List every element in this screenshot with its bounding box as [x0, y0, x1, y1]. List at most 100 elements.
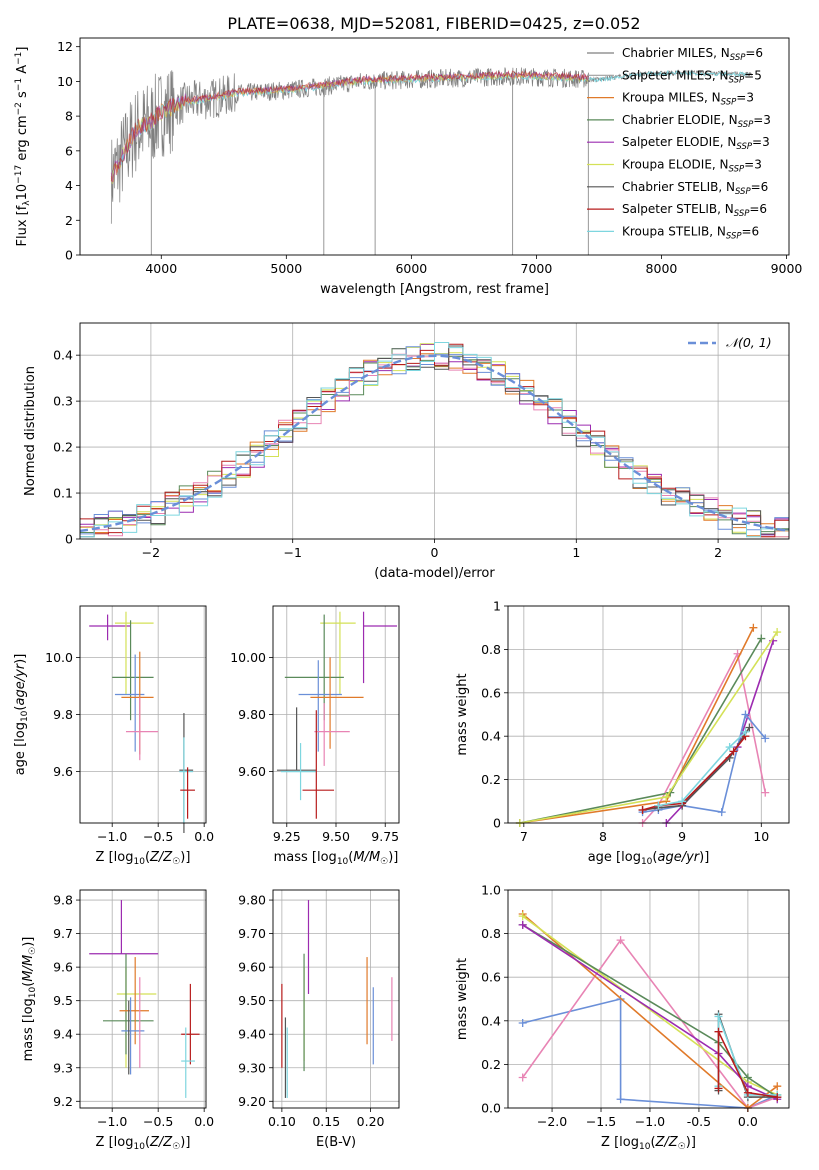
legend-entry: Salpeter ELODIE, NSSP=3: [622, 135, 770, 152]
legend-entry: Kroupa ELODIE, NSSP=3: [622, 158, 762, 175]
series-marker: [616, 936, 625, 945]
y-tick-label: 9.30: [238, 1060, 266, 1075]
y-tick-label: 9.60: [238, 764, 266, 779]
y-tick-label: 9.5: [53, 993, 73, 1008]
x-tick-label: 4000: [145, 261, 177, 276]
series-marker: [518, 912, 527, 921]
y-tick-label: 9.3: [53, 1060, 73, 1075]
series-model: [110, 71, 589, 183]
x-tick-label: −1: [283, 545, 301, 560]
y-tick-label: 0.2: [481, 772, 501, 787]
y-tick-label: 0.6: [481, 685, 501, 700]
normal-curve: [79, 354, 790, 533]
y-tick-label: 9.80: [238, 893, 266, 908]
axes-frame: [507, 605, 790, 824]
series-line: [522, 924, 778, 1101]
x-tick-label: 8000: [646, 261, 678, 276]
errorbar-point: [89, 900, 159, 955]
y-axis-label: Flux [fλ10−17 erg cm−2 s−1 A−1]: [14, 47, 32, 247]
y-tick-label: 9.60: [238, 960, 266, 975]
x-axis-label: (data-model)/error: [374, 566, 495, 581]
line-series: [515, 634, 766, 827]
y-tick-label: 9.40: [238, 1027, 266, 1042]
series-marker: [662, 792, 671, 801]
x-tick-label: 9.75: [371, 829, 399, 844]
y-tick-label: 10.0: [45, 650, 73, 665]
errorbar-point: [119, 957, 149, 1045]
series-marker: [717, 808, 726, 817]
y-tick-label: 10.00: [230, 650, 266, 665]
legend: Chabrier MILES, NSSP=6 Salpeter MILES, NS…: [587, 46, 771, 241]
x-axis-label: wavelength [Angstrom, rest frame]: [320, 282, 549, 297]
axes-frame: [79, 37, 790, 256]
axes-frame: [79, 605, 207, 824]
series-model: [110, 72, 589, 180]
series-model: [588, 69, 750, 83]
legend-entry: 𝒩(0, 1): [726, 335, 772, 350]
line-series: [515, 623, 758, 827]
series-marker: [743, 1073, 752, 1082]
series-marker: [654, 801, 663, 810]
plot-area: [89, 900, 200, 1098]
y-tick-label: 0.1: [53, 486, 73, 501]
errorbar-point: [314, 703, 350, 766]
errorbar-point: [298, 660, 342, 752]
series-line: [717, 1031, 778, 1098]
line-series: [714, 1027, 782, 1102]
series-model: [110, 70, 589, 182]
axes-frame: [79, 322, 790, 540]
y-tick-label: 0.4: [53, 348, 73, 363]
line-series: [638, 649, 770, 827]
plot-area: [110, 67, 752, 255]
y-tick-label: 10: [57, 74, 73, 89]
errorbar-point: [362, 611, 398, 684]
panel-age-vs-z: −1.0 −0.5 0.0 9.6 9.8 10.0 Z [log10(Z/Z☉)] age …: [13, 605, 214, 867]
series-marker: [773, 628, 782, 637]
panel-mass-weight-vs-age: 7 8 9 10 0 0.2 0.4 0.6 0.8 1 age [log10(age/yr)] ma…: [455, 599, 790, 867]
plot-area: [276, 611, 398, 819]
series-marker: [518, 1073, 527, 1082]
series-marker: [714, 1084, 723, 1093]
y-tick-label: 0.8: [481, 642, 501, 657]
y-tick-label: 1.0: [481, 883, 501, 898]
x-tick-label: 10: [753, 829, 769, 844]
y-tick-label: 0: [65, 248, 73, 263]
series-marker: [729, 747, 738, 756]
plot-area: [518, 909, 782, 1112]
y-tick-label: 9.70: [238, 926, 266, 941]
series-marker: [761, 734, 770, 743]
axes-frame: [272, 605, 400, 824]
errorbar-point: [284, 614, 344, 721]
y-tick-label: 9.8: [53, 707, 73, 722]
series-marker: [749, 623, 758, 632]
x-tick-label: −1.0: [97, 1114, 127, 1129]
y-tick-label: 9.6: [53, 960, 73, 975]
errorbar-point: [181, 1027, 195, 1098]
x-axis-label: E(B-V): [316, 1135, 356, 1150]
y-tick-label: 2: [65, 213, 73, 228]
x-tick-label: 0.10: [268, 1114, 296, 1129]
plot-area: [79, 342, 790, 538]
x-tick-label: 8: [599, 829, 607, 844]
x-tick-label: 6000: [395, 261, 427, 276]
y-tick-label: 0.6: [481, 970, 501, 985]
series-marker: [616, 1095, 625, 1104]
errorbar-point: [179, 713, 194, 833]
legend-entry: Kroupa STELIB, NSSP=6: [622, 224, 759, 241]
x-tick-label: 0.15: [312, 1114, 340, 1129]
errorbar-point: [180, 767, 195, 819]
x-axis-label: Z [log10(Z/Z☉)]: [601, 1135, 696, 1152]
y-tick-label: 1: [493, 599, 501, 614]
y-tick-label: 9.6: [53, 764, 73, 779]
y-tick-label: 0.4: [481, 1013, 501, 1028]
series-marker: [638, 805, 647, 814]
y-tick-label: 0.0: [481, 1101, 501, 1116]
y-tick-label: 9.2: [53, 1094, 73, 1109]
x-axis-label: mass [log10(M/M☉)]: [274, 850, 399, 867]
errorbar-point: [179, 737, 194, 823]
legend-entry: Kroupa MILES, NSSP=3: [622, 91, 754, 108]
errorbar-point: [114, 611, 154, 695]
errorbar-point: [310, 657, 364, 749]
errorbar-point: [302, 710, 335, 819]
